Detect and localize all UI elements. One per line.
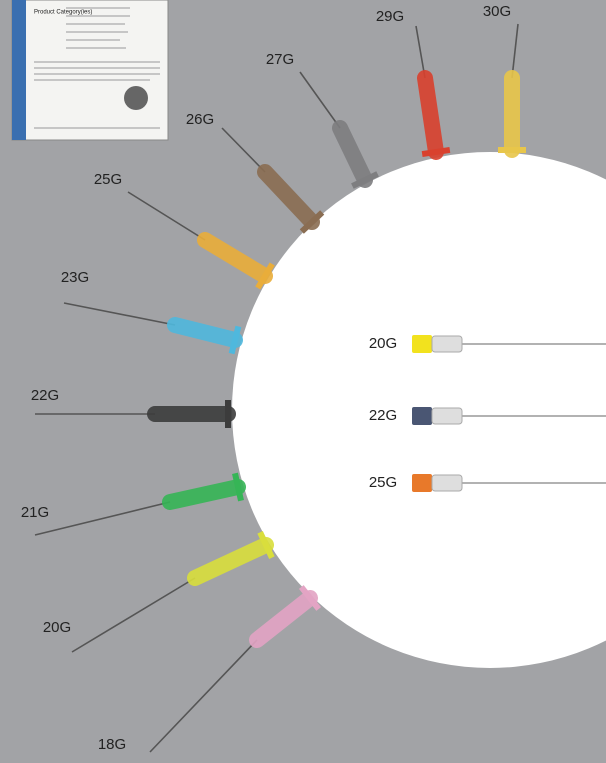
certificate-heading: Product Category(ies) xyxy=(34,10,92,16)
gauge-label: 30G xyxy=(483,3,511,20)
gauge-label: 21G xyxy=(21,504,49,521)
gauge-label: 22G xyxy=(31,387,59,404)
gauge-label: 27G xyxy=(266,51,294,68)
needle-hub xyxy=(425,78,436,152)
gauge-label: 26G xyxy=(186,111,214,128)
spinal-stylet-cap xyxy=(412,407,432,425)
spinal-stylet-cap xyxy=(412,474,432,492)
needle-hub-flange xyxy=(422,150,450,154)
gauge-label: 22G xyxy=(369,407,397,424)
certificate: Product Category(ies) xyxy=(12,0,168,140)
gauge-label: 23G xyxy=(61,269,89,286)
spinal-stylet-cap xyxy=(412,335,432,353)
gauge-label: 29G xyxy=(376,8,404,25)
product-photo: Product Category(ies) 30G 29G 27G 26G 25G 23G… xyxy=(0,0,606,763)
spinal-hub xyxy=(432,475,462,491)
gauge-label: 20G xyxy=(369,335,397,352)
spinal-hub xyxy=(432,408,462,424)
gauge-label: 18G xyxy=(98,736,126,753)
spinal-hub xyxy=(432,336,462,352)
gauge-label: 25G xyxy=(369,474,397,491)
gauge-label: 25G xyxy=(94,171,122,188)
gauge-label: 20G xyxy=(43,619,71,636)
